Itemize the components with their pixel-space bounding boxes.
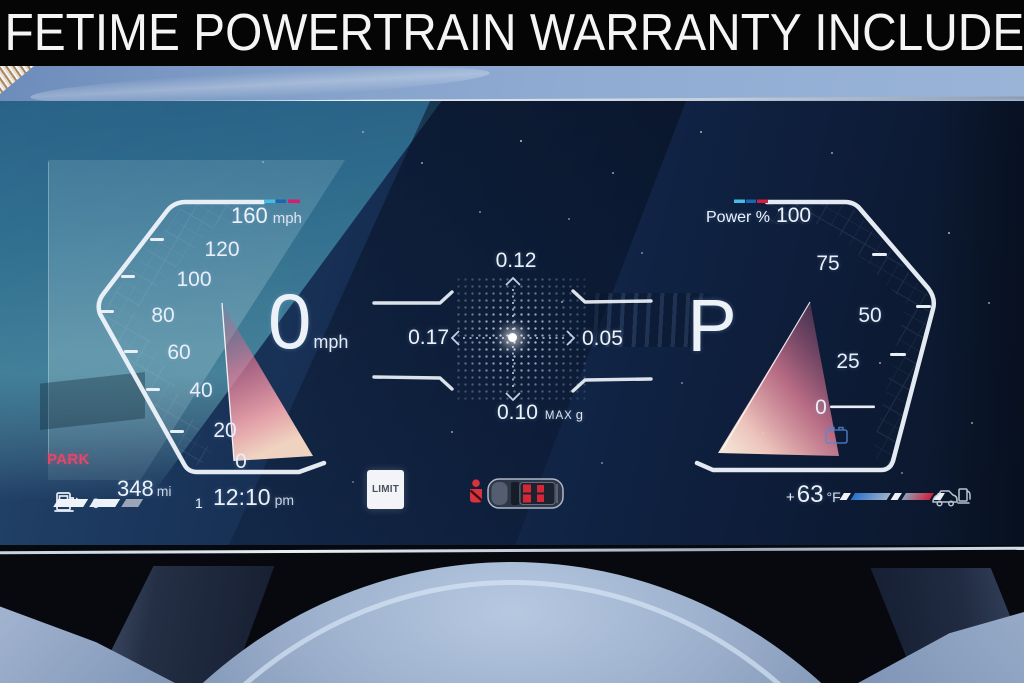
- g-meter-top-value: 0.12: [495, 249, 537, 272]
- column-shroud-right: [870, 568, 1024, 683]
- power-title: Power %: [706, 209, 771, 226]
- power-tick-0: 0: [815, 396, 827, 419]
- dashboard-cowl: [0, 545, 1024, 683]
- clock-time: 12:10: [213, 484, 271, 510]
- power-tick-25: 25: [836, 350, 860, 373]
- power-tick-75: 75: [816, 252, 840, 275]
- clock-period: pm: [274, 492, 295, 508]
- g-meter-unit: g: [575, 407, 584, 422]
- speed-scale-max-value: 160: [231, 203, 268, 228]
- speed-tick-40: 40: [189, 379, 213, 402]
- temperature-value: 63: [796, 481, 824, 508]
- speed-tick-100: 100: [176, 268, 212, 291]
- speed-value-unit: mph: [313, 332, 349, 352]
- speed-readout: 0 mph: [268, 276, 348, 367]
- fuel-range-readout: 348 mi: [117, 476, 172, 502]
- outside-temperature-readout: +63 °F: [786, 481, 841, 509]
- g-meter-left-value: 0.17: [408, 326, 449, 349]
- g-meter-max-value: 0.10: [497, 401, 538, 424]
- speed-tick-120: 120: [204, 238, 240, 261]
- dash-panel-left: [0, 606, 175, 683]
- fuel-scale-max: 1: [195, 495, 203, 511]
- speed-tick-0: 0: [235, 450, 247, 473]
- g-meter-max-readout: 0.10 MAX g: [497, 401, 583, 425]
- speed-value: 0: [268, 277, 311, 365]
- column-shroud-left: [95, 566, 275, 683]
- speed-scale-max: 160 mph: [231, 203, 302, 229]
- speed-scale-unit: mph: [272, 210, 302, 227]
- sun-glare: [0, 66, 34, 94]
- speed-tick-60: 60: [167, 341, 191, 364]
- steering-wheel-highlight: [87, 580, 937, 683]
- fuel-range-unit: mi: [156, 483, 172, 499]
- speed-tick-20: 20: [213, 419, 237, 442]
- fuel-scale-min: 0: [92, 495, 100, 511]
- warranty-banner: LIFETIME POWERTRAIN WARRANTY INCLUDED: [0, 0, 1024, 66]
- power-tick-50: 50: [858, 304, 882, 327]
- g-meter-max-label: MAX: [544, 410, 573, 422]
- steering-wheel-rim: [42, 562, 982, 683]
- g-meter-right-value: 0.05: [582, 327, 623, 350]
- warranty-banner-text: LIFETIME POWERTRAIN WARRANTY INCLUDED: [0, 4, 1024, 62]
- park-status: PARK: [47, 451, 90, 468]
- power-scale-title: Power % 100: [706, 204, 811, 228]
- temperature-sign: +: [786, 489, 795, 506]
- dash-panel-right: [858, 612, 1024, 683]
- clock-readout: 12:10 pm: [213, 484, 294, 511]
- temperature-unit: °F: [826, 489, 841, 505]
- speed-limit-sign: LIMIT: [367, 470, 404, 509]
- fuel-range-value: 348: [117, 476, 154, 501]
- speed-limit-sign-text: LIMIT: [371, 484, 400, 495]
- speed-tick-80: 80: [151, 304, 175, 327]
- gear-indicator: P: [687, 284, 737, 367]
- power-scale-max: 100: [776, 204, 812, 227]
